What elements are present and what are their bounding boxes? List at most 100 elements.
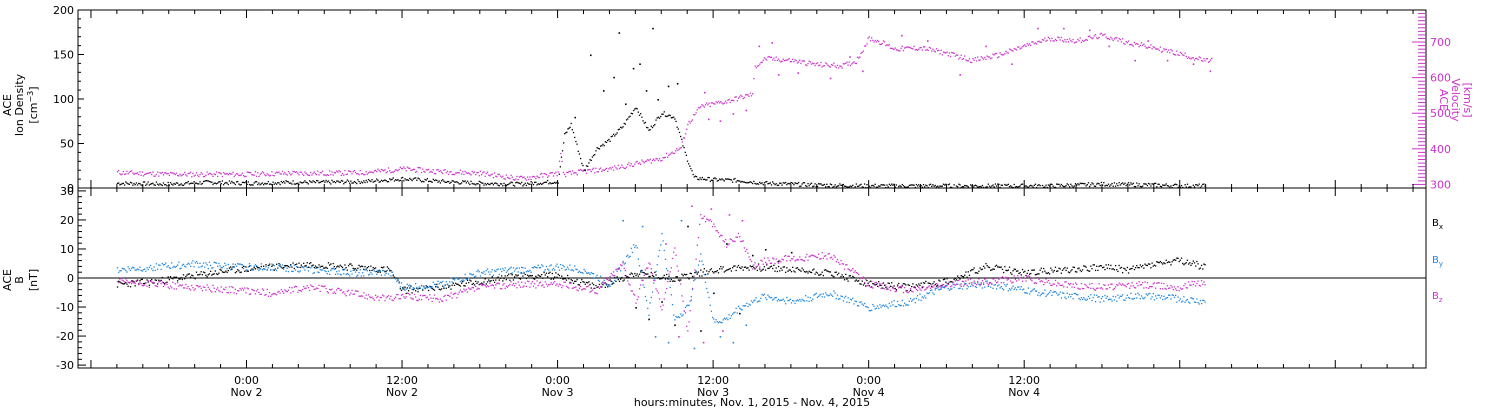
bx-point [652, 275, 653, 276]
bz-point [467, 291, 468, 292]
by-point [127, 266, 128, 267]
velocity-point [624, 168, 625, 169]
density-point [696, 176, 697, 177]
density-point [611, 136, 612, 137]
bx-point [682, 275, 683, 276]
bx-point [591, 287, 592, 288]
velocity-point [1154, 47, 1155, 48]
velocity-point [467, 173, 468, 174]
by-point [1153, 293, 1154, 294]
by-point [545, 269, 546, 270]
velocity-point [193, 175, 194, 176]
bx-point [1124, 268, 1125, 269]
velocity-point [202, 173, 203, 174]
bz-point [752, 268, 753, 269]
bx-point [752, 266, 753, 267]
bx-point [780, 268, 781, 269]
bz-point [584, 288, 585, 289]
bz-point [704, 216, 705, 217]
by-point [694, 279, 695, 280]
bz-point [494, 287, 495, 288]
bz-point [254, 290, 255, 291]
bz-point [543, 287, 544, 288]
by-point [448, 285, 449, 286]
bz-point [546, 283, 547, 284]
bx-point [1028, 270, 1029, 271]
velocity-point [342, 173, 343, 174]
velocity-outlier [927, 40, 929, 42]
by-point [355, 271, 356, 272]
density-point [384, 179, 385, 180]
by-point [525, 268, 526, 269]
bx-point [1024, 271, 1025, 272]
bx-point [1076, 271, 1077, 272]
velocity-point [872, 40, 873, 41]
density-point [191, 183, 192, 184]
velocity-point [488, 174, 489, 175]
bz-point [1192, 281, 1193, 282]
by-point [125, 270, 126, 271]
velocity-point [1103, 34, 1104, 35]
bx-point [476, 283, 477, 284]
by-point [1111, 300, 1112, 301]
density-point [305, 182, 306, 183]
bx-point [720, 266, 721, 267]
bx-point [692, 276, 693, 277]
bx-point-spike [661, 301, 663, 303]
by-point [779, 300, 780, 301]
density-point [158, 184, 159, 185]
by-point [784, 300, 785, 301]
velocity-point [913, 46, 914, 47]
velocity-point [461, 173, 462, 174]
velocity-point [598, 171, 599, 172]
bz-point [1054, 284, 1055, 285]
bz-point [799, 256, 800, 257]
bx-point [844, 279, 845, 280]
velocity-point [224, 173, 225, 174]
density-point [649, 129, 650, 130]
bz-point [1017, 275, 1018, 276]
velocity-point [1210, 59, 1211, 60]
bx-point [1182, 263, 1183, 264]
bx-point [798, 269, 799, 270]
bz-point [436, 298, 437, 299]
density-point [145, 185, 146, 186]
bx-point [135, 285, 136, 286]
by-point [757, 301, 758, 302]
bz-point [699, 224, 700, 225]
by-point [1075, 293, 1076, 294]
by-point [924, 295, 925, 296]
density-point [446, 182, 447, 183]
bz-point [579, 288, 580, 289]
velocity-point [682, 141, 683, 142]
bz-point [652, 273, 653, 274]
bz-point [592, 290, 593, 291]
density-point [542, 183, 543, 184]
velocity-point [448, 174, 449, 175]
density-point [193, 181, 194, 182]
by-point [900, 305, 901, 306]
by-point [883, 305, 884, 306]
bx-point [1005, 270, 1006, 271]
by-point [939, 289, 940, 290]
velocity-point [368, 172, 369, 173]
by-point [391, 271, 392, 272]
bx-point [329, 264, 330, 265]
bx-point [625, 275, 626, 276]
bx-point [179, 279, 180, 280]
velocity-outlier [1193, 63, 1195, 65]
velocity-point [145, 173, 146, 174]
bz-point [130, 282, 131, 283]
by-point [1081, 297, 1082, 298]
bz-point [731, 239, 732, 240]
bz-point [554, 281, 555, 282]
density-point [896, 184, 897, 185]
bx-point [563, 278, 564, 279]
bz-point [305, 288, 306, 289]
density-point [773, 183, 774, 184]
density-point [269, 184, 270, 185]
velocity-point [1022, 46, 1023, 47]
bz-point [560, 284, 561, 285]
velocity-point [591, 171, 592, 172]
